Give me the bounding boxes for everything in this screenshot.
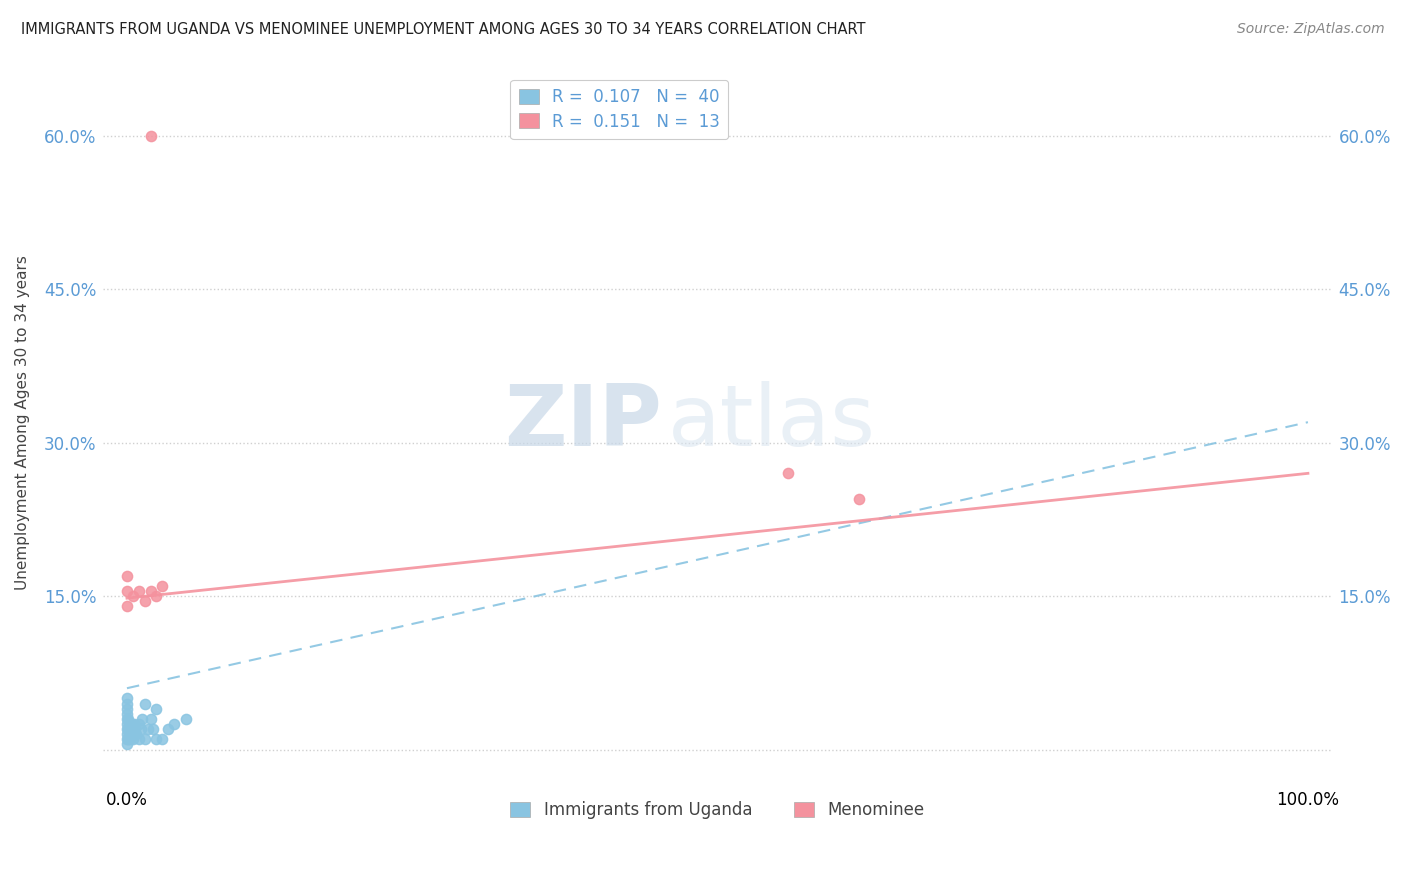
Point xyxy=(125,727,148,741)
Text: ZIP: ZIP xyxy=(505,381,662,464)
Point xyxy=(115,732,138,747)
Point xyxy=(136,722,159,736)
Text: IMMIGRANTS FROM UGANDA VS MENOMINEE UNEMPLOYMENT AMONG AGES 30 TO 34 YEARS CORRE: IMMIGRANTS FROM UGANDA VS MENOMINEE UNEM… xyxy=(21,22,866,37)
Point xyxy=(115,738,138,752)
Point xyxy=(115,701,138,715)
Text: Source: ZipAtlas.com: Source: ZipAtlas.com xyxy=(1237,22,1385,37)
Point xyxy=(150,732,173,747)
Point xyxy=(848,491,870,506)
Point xyxy=(134,697,156,711)
Point xyxy=(157,722,180,736)
Point xyxy=(118,727,141,741)
Point xyxy=(778,467,800,481)
Point xyxy=(145,732,167,747)
Point xyxy=(121,727,143,741)
Point xyxy=(115,691,138,706)
Point xyxy=(121,722,143,736)
Point xyxy=(128,584,150,599)
Point xyxy=(134,732,156,747)
Point xyxy=(122,717,145,731)
Legend: Immigrants from Uganda, Menominee: Immigrants from Uganda, Menominee xyxy=(503,795,931,826)
Point xyxy=(145,701,167,715)
Point xyxy=(139,584,162,599)
Point xyxy=(122,727,145,741)
Text: atlas: atlas xyxy=(668,381,876,464)
Point xyxy=(131,712,153,726)
Point xyxy=(139,712,162,726)
Point xyxy=(124,722,146,736)
Point xyxy=(128,732,150,747)
Point xyxy=(115,712,138,726)
Point xyxy=(117,722,139,736)
Point xyxy=(139,128,162,143)
Point xyxy=(115,706,138,721)
Point xyxy=(150,579,173,593)
Point xyxy=(129,722,152,736)
Point xyxy=(117,712,139,726)
Point xyxy=(142,722,165,736)
Point xyxy=(117,732,139,747)
Point xyxy=(121,589,143,603)
Point xyxy=(118,717,141,731)
Point xyxy=(120,722,142,736)
Point xyxy=(115,697,138,711)
Point xyxy=(145,589,167,603)
Point xyxy=(174,712,197,726)
Point xyxy=(115,599,138,614)
Point xyxy=(115,727,138,741)
Point xyxy=(163,717,186,731)
Y-axis label: Unemployment Among Ages 30 to 34 years: Unemployment Among Ages 30 to 34 years xyxy=(15,255,30,590)
Point xyxy=(115,584,138,599)
Point xyxy=(121,732,143,747)
Point xyxy=(121,717,143,731)
Point xyxy=(120,732,142,747)
Point xyxy=(115,568,138,582)
Point xyxy=(115,717,138,731)
Point xyxy=(134,594,156,608)
Point xyxy=(115,722,138,736)
Point xyxy=(128,717,150,731)
